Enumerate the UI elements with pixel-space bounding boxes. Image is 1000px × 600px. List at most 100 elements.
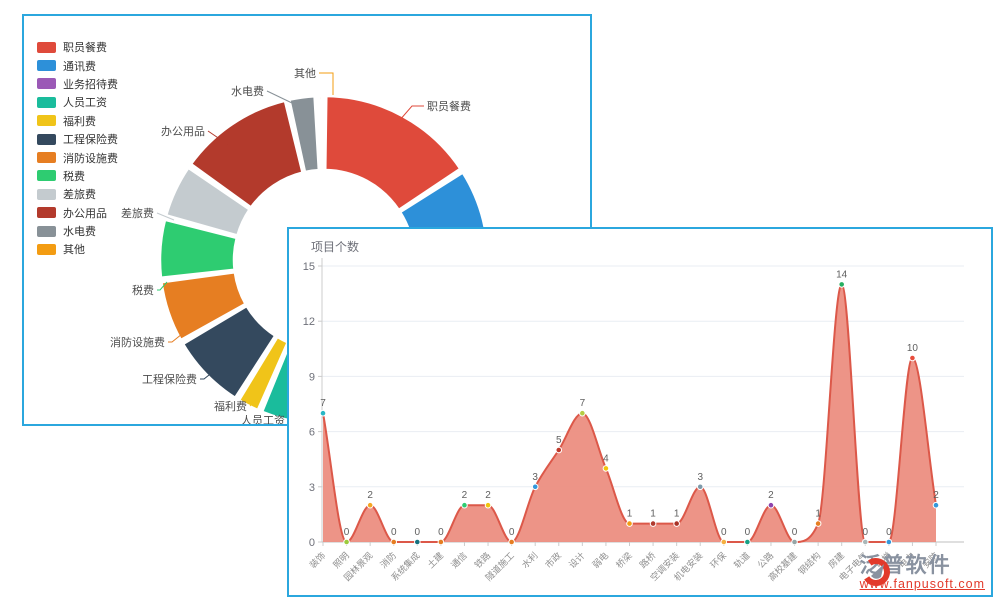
data-point-园林景观[interactable] (366, 501, 374, 509)
x-axis-label[interactable]: 钢结构 (796, 550, 823, 577)
x-axis-label[interactable]: 装饰 (307, 550, 328, 571)
data-point-装饰[interactable] (319, 409, 327, 417)
legend-item-label: 税费 (63, 170, 85, 183)
pie-label-line (249, 399, 257, 407)
legend-item[interactable]: 办公用品 (37, 204, 118, 222)
data-point-路桥[interactable] (649, 520, 657, 527)
data-point-系统集成[interactable] (414, 538, 421, 546)
legend-item[interactable]: 其他 (37, 240, 118, 258)
pie-slice-其他[interactable] (317, 94, 324, 172)
data-point-轨道[interactable] (744, 538, 751, 546)
legend-item[interactable]: 人员工资 (37, 93, 118, 111)
data-point-高校基建[interactable] (791, 538, 798, 546)
data-point-电子电气[interactable] (861, 538, 869, 546)
value-label: 0 (391, 527, 397, 538)
pie-slice-工程保险费[interactable] (181, 304, 277, 400)
legend-item[interactable]: 业务招待费 (37, 75, 118, 93)
area-chart[interactable]: 036912157装饰0照明2园林景观0消防0系统集成0土建2通信2铁路0隧道施… (289, 229, 991, 595)
value-label: 5 (556, 435, 562, 446)
legend-swatch (37, 41, 56, 53)
x-axis-label[interactable]: 通信 (448, 550, 469, 571)
value-label: 7 (580, 398, 586, 409)
legend-item[interactable]: 职员餐费 (37, 38, 118, 56)
data-point-铁路[interactable] (484, 501, 492, 509)
project-count-panel: 项目个数 0 3 6 9 12 15 7 装饰 0 照明 2 园林景观 0 消防 0 系统集成 0 土建 2 通信 2 铁… (287, 227, 993, 597)
legend-item[interactable]: 福利费 (37, 112, 118, 130)
legend-item[interactable]: 差旅费 (37, 185, 118, 203)
pie-label-line (207, 130, 231, 147)
pie-slice-label: 办公用品 (161, 125, 205, 138)
data-point-电力[interactable] (909, 354, 916, 362)
watermark-url[interactable]: www.fanpusoft.com (859, 577, 985, 591)
legend-item-label: 通讯费 (63, 60, 96, 73)
legend-item[interactable]: 通讯费 (37, 56, 118, 74)
data-point-弱电[interactable] (602, 465, 610, 472)
legend-item[interactable]: 水电费 (37, 222, 118, 240)
y-axis-label: 0 (309, 537, 315, 549)
data-point-钢结构[interactable] (814, 520, 822, 527)
data-point-土建[interactable] (437, 538, 445, 546)
x-axis-label[interactable]: 水利 (519, 550, 540, 571)
legend-item[interactable]: 工程保险费 (37, 130, 118, 148)
x-axis-label[interactable]: 公路 (755, 550, 776, 571)
x-axis-label[interactable]: 照明 (331, 550, 351, 570)
pie-slice-差旅费[interactable] (164, 166, 251, 237)
x-axis-label[interactable]: 消防 (378, 550, 399, 571)
value-label: 0 (721, 527, 727, 538)
data-point-安防[interactable] (932, 501, 940, 509)
legend-swatch (37, 115, 56, 127)
value-label: 0 (745, 527, 751, 538)
watermark: 泛普软件 www.fanpusoft.com (859, 555, 985, 592)
data-point-桥梁[interactable] (626, 520, 633, 527)
legend-swatch (37, 96, 56, 108)
value-label: 0 (415, 527, 421, 538)
value-label: 2 (367, 490, 373, 501)
data-point-设计[interactable] (579, 409, 586, 417)
data-point-照明[interactable] (343, 538, 350, 546)
pie-slice-职员餐费[interactable] (324, 94, 462, 212)
legend-item[interactable]: 消防设施费 (37, 148, 118, 166)
pie-label-line (156, 212, 175, 221)
x-axis-label[interactable]: 市政 (543, 550, 564, 571)
legend-item-label: 福利费 (63, 115, 96, 128)
legend-swatch (37, 152, 56, 164)
pie-label-line (168, 333, 183, 343)
x-axis-label[interactable]: 环保 (708, 550, 729, 571)
value-label: 0 (344, 527, 350, 538)
data-point-公路[interactable] (767, 501, 775, 509)
data-point-通信[interactable] (461, 501, 468, 509)
pie-slice-水电费[interactable] (288, 95, 321, 174)
pie-slice-label: 工程保险费 (142, 372, 197, 386)
x-axis-label[interactable]: 设计 (566, 550, 587, 571)
data-point-消防[interactable] (390, 538, 398, 546)
data-point-水利[interactable] (531, 483, 539, 491)
data-point-市政[interactable] (555, 446, 563, 454)
pie-slice-label: 消防设施费 (110, 335, 165, 349)
value-label: 2 (462, 490, 468, 501)
legend-item[interactable]: 税费 (37, 167, 118, 185)
x-axis-label[interactable]: 路桥 (637, 550, 658, 571)
fanpu-logo-icon (861, 558, 890, 586)
pie-slice-税费[interactable] (158, 218, 238, 279)
value-label: 10 (907, 343, 919, 354)
data-point-空调安装[interactable] (673, 520, 680, 527)
pie-slice-办公用品[interactable] (189, 99, 304, 209)
x-axis-label[interactable]: 轨道 (731, 550, 752, 571)
data-point-电梯[interactable] (885, 538, 893, 546)
legend-swatch (37, 188, 56, 200)
data-point-房建[interactable] (838, 281, 845, 288)
data-point-环保[interactable] (720, 538, 728, 546)
y-axis-label: 3 (309, 482, 315, 494)
pie-slice-消防设施费[interactable] (160, 270, 247, 342)
data-point-隧道施工[interactable] (508, 538, 515, 546)
data-point-机电安装[interactable] (696, 483, 704, 491)
pie-label-line (200, 370, 215, 380)
value-label: 0 (886, 527, 892, 538)
x-axis-label[interactable]: 土建 (425, 550, 446, 571)
x-axis-label[interactable]: 房建 (826, 550, 847, 571)
x-axis-label[interactable]: 弱电 (590, 550, 611, 571)
pie-slice-福利费[interactable] (237, 335, 289, 412)
x-axis-label[interactable]: 铁路 (472, 550, 493, 571)
value-label: 1 (815, 509, 821, 520)
x-axis-label[interactable]: 桥梁 (613, 550, 634, 571)
